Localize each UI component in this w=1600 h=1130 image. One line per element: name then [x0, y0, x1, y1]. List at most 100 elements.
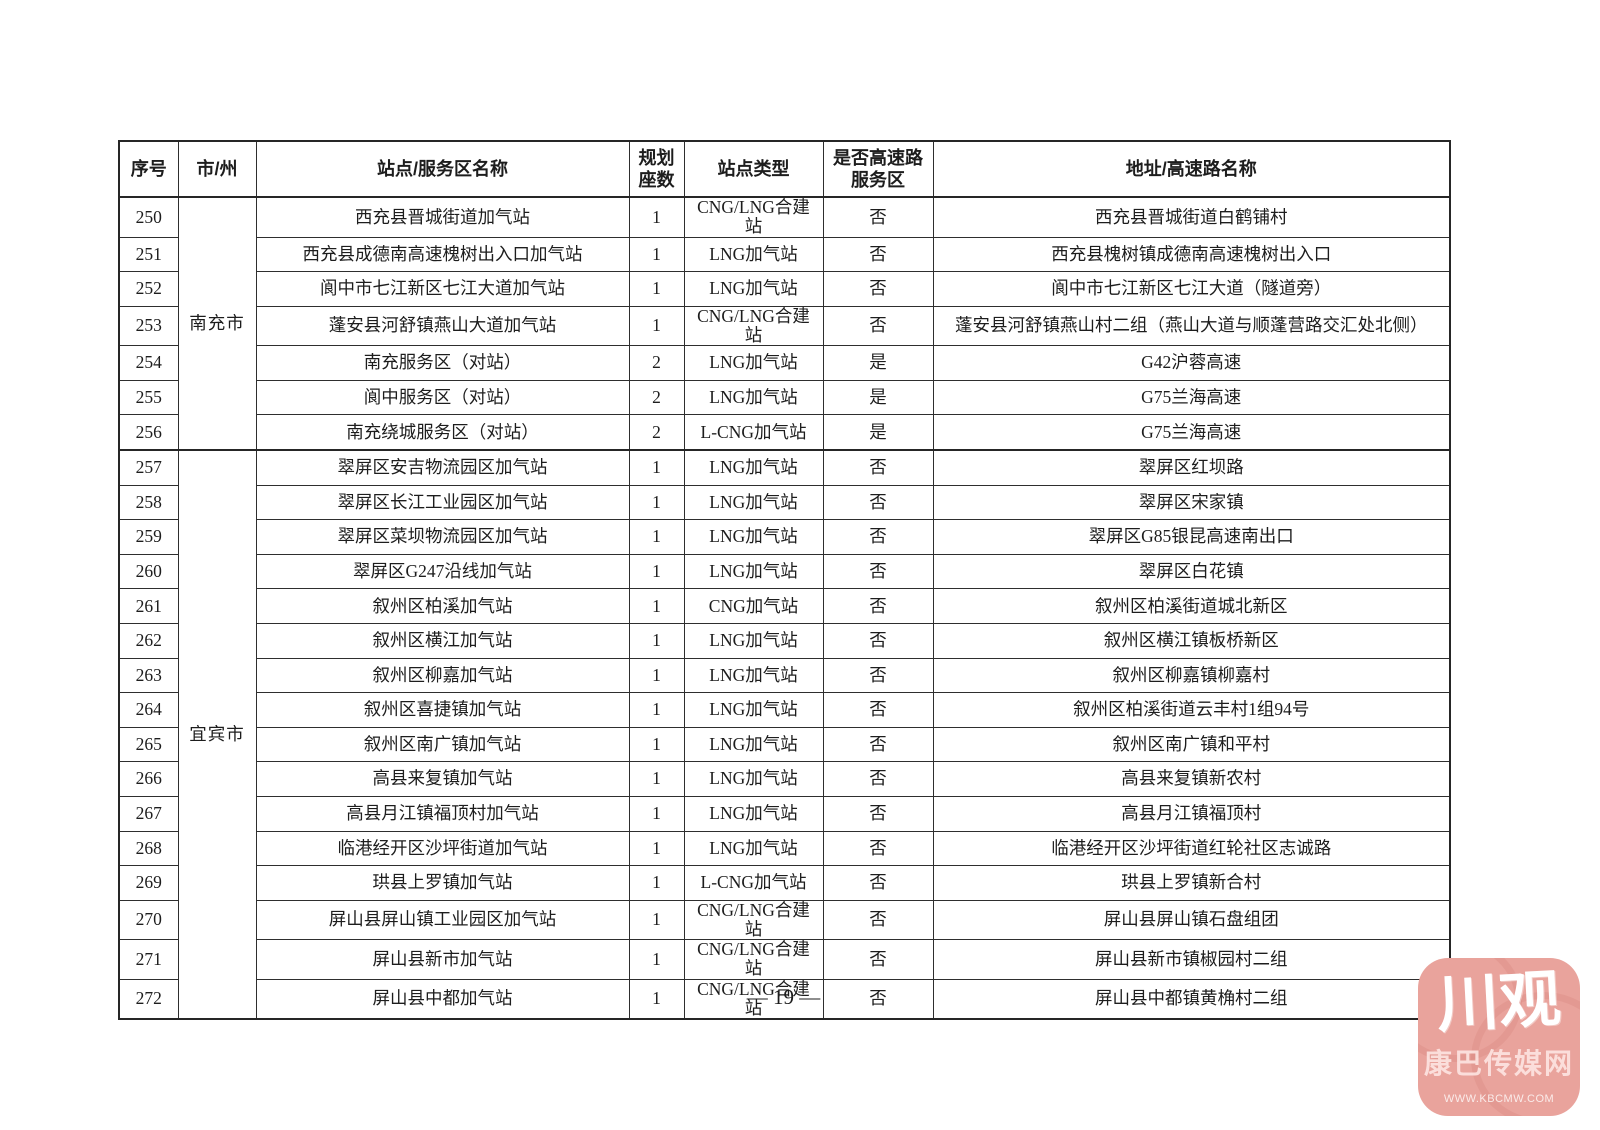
cell-station-type: LNG加气站: [683, 657, 824, 694]
cell-planned-count: 1: [628, 305, 685, 347]
cell-station-type: LNG加气站: [683, 519, 824, 555]
cell-serial-number: 251: [118, 236, 179, 273]
cell-address: 翠屏区宋家镇: [932, 484, 1451, 521]
cell-station-type: LNG加气站: [683, 553, 824, 590]
cell-planned-count: 1: [628, 692, 685, 728]
cell-station-type: L-CNG加气站: [683, 414, 824, 451]
cell-station-type: LNG加气站: [683, 448, 824, 486]
cell-station-name: 珙县上罗镇加气站: [255, 865, 630, 901]
cell-station-name: 屏山县新市加气站: [255, 939, 630, 980]
cell-is-highway-service-area: 否: [822, 657, 934, 694]
cell-is-highway-service-area: 否: [822, 692, 934, 728]
cell-planned-count: 1: [628, 865, 685, 901]
cell-address: 屏山县新市镇椒园村二组: [932, 939, 1451, 980]
cell-station-type: CNG加气站: [683, 588, 824, 624]
table-row: 269 珙县上罗镇加气站 1 L-CNG加气站否珙县上罗镇新合村: [118, 865, 1451, 901]
cell-serial-number: 265: [118, 726, 179, 763]
cell-station-name: 阆中市七江新区七江大道加气站: [255, 271, 630, 307]
cell-is-highway-service-area: 否: [822, 795, 934, 832]
station-table-body: 250 南充市 西充县晋城街道加气站 1 CNG/LNG合建站否西充县晋城街道白鹤铺村 2…: [118, 196, 1451, 1020]
table-row: 261 叙州区柏溪加气站 1 CNG加气站否叙州区柏溪街道城北新区: [118, 588, 1451, 624]
cell-planned-count: 2: [628, 414, 685, 451]
cell-address: 阆中市七江新区七江大道（隧道旁）: [932, 271, 1451, 307]
cell-is-highway-service-area: 否: [822, 726, 934, 763]
cell-is-highway-service-area: 否: [822, 305, 934, 347]
cell-planned-count: 1: [628, 795, 685, 832]
cell-station-type: LNG加气站: [683, 830, 824, 867]
cell-serial-number: 256: [118, 414, 179, 451]
cell-serial-number: 250: [118, 196, 179, 238]
cell-planned-count: 1: [628, 236, 685, 273]
cell-serial-number: 260: [118, 553, 179, 590]
cell-planned-count: 1: [628, 726, 685, 763]
cell-serial-number: 271: [118, 939, 179, 980]
cell-station-name: 叙州区喜捷镇加气站: [255, 692, 630, 728]
cell-address: 临港经开区沙坪街道红轮社区志诚路: [932, 830, 1451, 867]
cell-station-name: 西充县晋城街道加气站: [255, 196, 630, 238]
cell-is-highway-service-area: 否: [822, 761, 934, 797]
cell-serial-number: 263: [118, 657, 179, 694]
cell-is-highway-service-area: 否: [822, 588, 934, 624]
column-header-highway: 是否高速路服务区: [822, 140, 934, 198]
cell-city-merged: 南充市: [177, 196, 257, 451]
cell-is-highway-service-area: 否: [822, 622, 934, 659]
cell-station-type: LNG加气站: [683, 271, 824, 307]
cell-serial-number: 267: [118, 795, 179, 832]
cell-address: 高县来复镇新农村: [932, 761, 1451, 797]
cell-address: 叙州区柳嘉镇柳嘉村: [932, 657, 1451, 694]
cell-address: 西充县晋城街道白鹤铺村: [932, 196, 1451, 238]
cell-station-type: CNG/LNG合建站: [683, 939, 824, 980]
watermark-logo: 川观: [1435, 965, 1563, 1041]
cell-station-name: 屏山县屏山镇工业园区加气站: [255, 899, 630, 941]
table-row: 250 南充市 西充县晋城街道加气站 1 CNG/LNG合建站否西充县晋城街道白鹤铺村: [118, 196, 1451, 451]
cell-station-name: 叙州区柏溪加气站: [255, 588, 630, 624]
cell-serial-number: 257: [118, 448, 179, 486]
cell-is-highway-service-area: 否: [822, 271, 934, 307]
table-row: 270 屏山县屏山镇工业园区加气站 1 CNG/LNG合建站否屏山县屏山镇石盘组团: [118, 899, 1451, 941]
cell-is-highway-service-area: 是: [822, 379, 934, 416]
cell-is-highway-service-area: 否: [822, 519, 934, 555]
table-row: 271 屏山县新市加气站 1 CNG/LNG合建站否屏山县新市镇椒园村二组: [118, 939, 1451, 980]
table-row: 272 屏山县中都加气站 1 CNG/LNG合建站否屏山县中都镇黄桷村二组: [118, 978, 1451, 1020]
cell-station-name: 翠屏区安吉物流园区加气站: [255, 448, 630, 486]
cell-station-type: CNG/LNG合建站: [683, 196, 824, 238]
column-header-name: 站点/服务区名称: [255, 140, 630, 198]
cell-address: 叙州区柏溪街道城北新区: [932, 588, 1451, 624]
cell-station-name: 阆中服务区（对站）: [255, 379, 630, 416]
table-row: 257 宜宾市 翠屏区安吉物流园区加气站 1 LNG加气站否翠屏区红坝路: [118, 448, 1451, 1020]
cell-is-highway-service-area: 否: [822, 236, 934, 273]
cell-planned-count: 1: [628, 830, 685, 867]
cell-planned-count: 1: [628, 271, 685, 307]
table-row: 265 叙州区南广镇加气站 1 LNG加气站否叙州区南广镇和平村: [118, 726, 1451, 763]
cell-station-type: CNG/LNG合建站: [683, 305, 824, 347]
cell-planned-count: 1: [628, 448, 685, 486]
table-row: 258 翠屏区长江工业园区加气站 1 LNG加气站否翠屏区宋家镇: [118, 484, 1451, 521]
cell-is-highway-service-area: 否: [822, 865, 934, 901]
cell-address: G75兰海高速: [932, 414, 1451, 451]
cell-is-highway-service-area: 是: [822, 345, 934, 381]
cell-address: 叙州区柏溪街道云丰村1组94号: [932, 692, 1451, 728]
cell-station-name: 叙州区南广镇加气站: [255, 726, 630, 763]
table-header-row: 序号 市/州 站点/服务区名称 规划座数 站点类型 是否高速路服务区 地址/高速…: [118, 140, 1451, 198]
cell-station-name: 蓬安县河舒镇燕山大道加气站: [255, 305, 630, 347]
cell-is-highway-service-area: 否: [822, 553, 934, 590]
cell-planned-count: 2: [628, 345, 685, 381]
cell-serial-number: 262: [118, 622, 179, 659]
cell-is-highway-service-area: 否: [822, 196, 934, 238]
watermark-pattern-icon: [1471, 992, 1580, 1116]
cell-address: 翠屏区G85银昆高速南出口: [932, 519, 1451, 555]
cell-is-highway-service-area: 否: [822, 899, 934, 941]
cell-address: 翠屏区红坝路: [932, 448, 1451, 486]
column-header-seats: 规划座数: [628, 140, 685, 198]
cell-serial-number: 268: [118, 830, 179, 867]
cell-serial-number: 259: [118, 519, 179, 555]
cell-planned-count: 1: [628, 657, 685, 694]
cell-station-name: 西充县成德南高速槐树出入口加气站: [255, 236, 630, 273]
cell-station-type: LNG加气站: [683, 622, 824, 659]
cell-station-type: LNG加气站: [683, 761, 824, 797]
cell-station-type: LNG加气站: [683, 726, 824, 763]
cell-station-type: CNG/LNG合建站: [683, 899, 824, 941]
cell-planned-count: 1: [628, 761, 685, 797]
cell-station-name: 屏山县中都加气站: [255, 978, 630, 1020]
